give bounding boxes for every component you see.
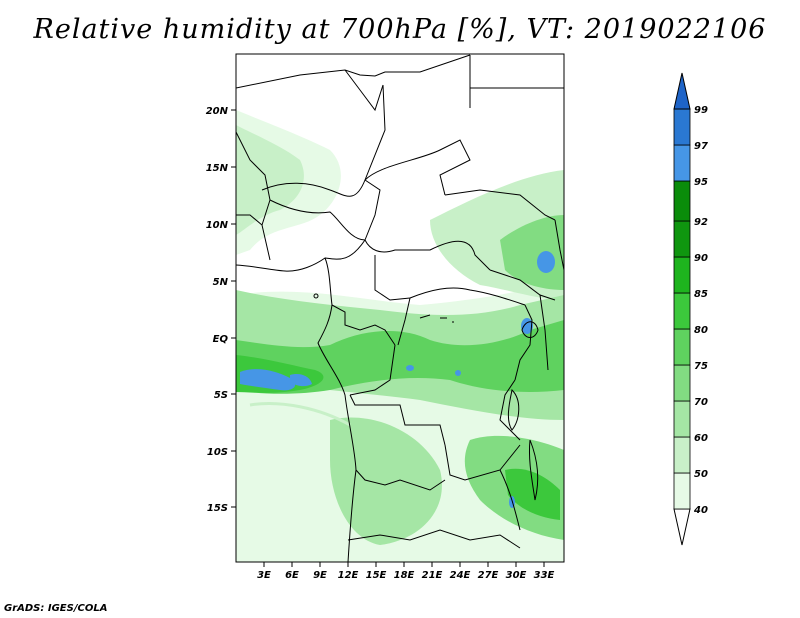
colorbar-swatch	[673, 400, 691, 438]
saturation-spot-west2	[290, 374, 312, 387]
lon-label: 12E	[338, 570, 359, 581]
lat-label: 20N	[206, 106, 229, 117]
humidity-region-nw2	[236, 125, 304, 235]
lon-label: 21E	[422, 570, 443, 581]
colorbar-swatch	[673, 108, 691, 146]
lon-label: 9E	[313, 570, 327, 581]
country-borders	[236, 54, 564, 562]
colorbar-swatch	[673, 256, 691, 294]
lon-tick: 33E	[534, 562, 555, 581]
colorbar: 40 50 60 70 75 80 85 90 92 95 97 99	[673, 72, 708, 546]
colorbar-label: 40	[693, 505, 708, 516]
map-frame	[235, 53, 565, 563]
saturation-spot-ne	[537, 251, 555, 273]
colorbar-label: 50	[694, 469, 708, 480]
humidity-field	[236, 110, 564, 562]
colorbar-top-arrow	[673, 72, 691, 110]
map-title: Relative humidity at 700hPa [%], VT: 201…	[33, 14, 767, 45]
lat-label: 5S	[214, 390, 228, 401]
lon-tick: 30E	[506, 562, 527, 581]
saturation-spot-central	[406, 365, 414, 371]
lon-tick: 3E	[257, 562, 271, 581]
colorbar-swatch	[673, 436, 691, 474]
colorbar-label: 80	[694, 325, 708, 336]
lon-tick: 18E	[394, 562, 415, 581]
lon-label: 33E	[534, 570, 555, 581]
colorbar-label: 75	[694, 361, 708, 372]
humidity-region-south	[330, 417, 442, 545]
lon-tick: 9E	[313, 562, 327, 581]
lat-label: 15S	[207, 503, 228, 514]
colorbar-swatch	[673, 292, 691, 330]
colorbar-label: 92	[694, 217, 708, 228]
lat-tick: 10S	[207, 447, 236, 458]
lat-tick: 5S	[214, 390, 236, 401]
lat-tick: 5N	[213, 277, 236, 288]
lat-tick: 15S	[207, 503, 236, 514]
lat-tick: EQ	[213, 334, 236, 345]
colorbar-label: 90	[694, 253, 708, 264]
lon-tick: 6E	[285, 562, 299, 581]
lat-label: 10S	[207, 447, 228, 458]
colorbar-label: 70	[694, 397, 708, 408]
lat-label: 5N	[213, 277, 229, 288]
grads-credit: GrADS: IGES/COLA	[4, 603, 108, 614]
latitude-axis: 20N 15N 10N 5N EQ 5S 10S 15S	[206, 106, 236, 514]
colorbar-label: 60	[694, 433, 708, 444]
lat-label: 10N	[206, 220, 229, 231]
lat-tick: 10N	[206, 220, 236, 231]
lon-label: 24E	[450, 570, 471, 581]
lon-label: 30E	[506, 570, 527, 581]
colorbar-swatch	[673, 328, 691, 366]
colorbar-swatch	[673, 472, 691, 510]
lat-label: EQ	[213, 334, 229, 345]
lat-tick: 20N	[206, 106, 236, 117]
longitude-axis: 3E 6E 9E 12E 15E 18E 21E 24E 27E 30E 33E	[257, 562, 555, 581]
lon-tick: 24E	[450, 562, 471, 581]
colorbar-label: 95	[694, 177, 708, 188]
saturation-spot-west	[240, 369, 296, 391]
lon-tick: 21E	[422, 562, 443, 581]
colorbar-swatch	[673, 180, 691, 222]
saturation-spot-central2	[455, 370, 461, 376]
lon-label: 18E	[394, 570, 415, 581]
colorbar-label: 97	[694, 141, 708, 152]
colorbar-swatch	[673, 364, 691, 402]
lon-tick: 12E	[338, 562, 359, 581]
lon-label: 3E	[257, 570, 271, 581]
lat-label: 15N	[206, 163, 229, 174]
colorbar-swatch	[673, 220, 691, 258]
cloud-streak	[249, 402, 351, 427]
lon-label: 15E	[366, 570, 387, 581]
lon-label: 27E	[478, 570, 499, 581]
lat-tick: 15N	[206, 163, 236, 174]
lon-tick: 27E	[478, 562, 499, 581]
lon-label: 6E	[285, 570, 299, 581]
humidity-region-southeast2	[505, 468, 560, 520]
colorbar-bottom-arrow	[673, 508, 691, 546]
colorbar-swatch	[673, 144, 691, 182]
colorbar-label: 99	[694, 105, 708, 116]
lon-tick: 15E	[366, 562, 387, 581]
colorbar-label: 85	[694, 289, 708, 300]
